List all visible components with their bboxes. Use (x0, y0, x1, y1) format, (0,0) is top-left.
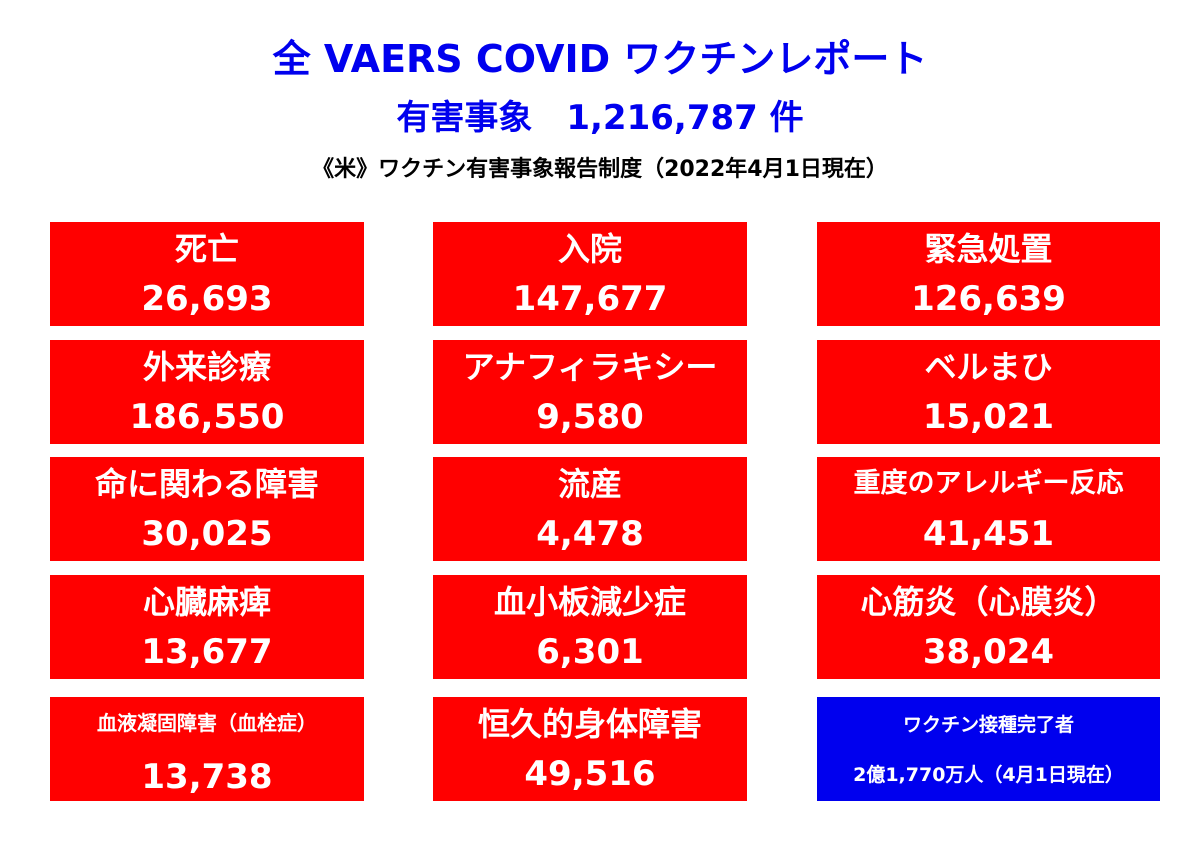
stat-value: 6,301 (536, 632, 644, 672)
stat-label: 入院 (557, 230, 622, 268)
stat-value: 41,451 (922, 514, 1055, 554)
stat-box-life-threatening: 命に関わる障害 30,025 (50, 457, 364, 561)
stat-label: 外来診療 (142, 348, 271, 386)
stat-label: 緊急処置 (924, 230, 1053, 268)
stat-box-death: 死亡 26,693 (50, 222, 364, 326)
stat-box-hospitalization: 入院 147,677 (433, 222, 747, 326)
stat-value: 126,639 (911, 279, 1066, 319)
stat-label: 心臓麻痺 (142, 583, 271, 621)
report-source-note: 《米》ワクチン有害事象報告制度（2022年4月1日現在） (312, 157, 888, 182)
stat-value: 26,693 (141, 279, 273, 319)
total-adverse-events: 有害事象 1,216,787 件 (396, 98, 804, 138)
stat-value: 186,550 (129, 397, 285, 437)
stat-box-blood-clotting: 血液凝固障害（血栓症） 13,738 (50, 697, 364, 801)
stat-box-myocarditis: 心筋炎（心膜炎） 38,024 (817, 575, 1160, 679)
stat-label: ベルまひ (924, 348, 1053, 386)
report-title: 全 VAERS COVID ワクチンレポート (272, 37, 928, 81)
stat-value: 147,677 (512, 279, 668, 319)
stat-box-heart-attack: 心臓麻痺 13,677 (50, 575, 364, 679)
stat-label: 心筋炎（心膜炎） (860, 583, 1117, 621)
stat-value: 9,580 (536, 397, 644, 437)
stat-box-urgent-care: 緊急処置 126,639 (817, 222, 1160, 326)
stat-value: 4,478 (536, 514, 644, 554)
stat-box-fully-vaccinated: ワクチン接種完了者 2億1,770万人（4月1日現在） (817, 697, 1160, 801)
stat-label: 重度のアレルギー反応 (853, 468, 1124, 499)
stat-box-bells-palsy: ベルまひ 15,021 (817, 340, 1160, 444)
stat-value: 30,025 (141, 514, 273, 554)
stat-value: 15,021 (922, 397, 1055, 437)
stat-box-outpatient: 外来診療 186,550 (50, 340, 364, 444)
stat-label: 血液凝固障害（血栓症） (97, 711, 317, 735)
stat-label: 命に関わる障害 (94, 465, 319, 503)
stat-label: 血小板減少症 (493, 583, 686, 621)
stat-value: 13,738 (141, 757, 273, 797)
stat-box-thrombocytopenia: 血小板減少症 6,301 (433, 575, 747, 679)
stat-label: 死亡 (174, 230, 239, 268)
stat-box-anaphylaxis: アナフィラキシー 9,580 (433, 340, 747, 444)
stat-value: 49,516 (524, 754, 656, 794)
stat-value: 2億1,770万人（4月1日現在） (853, 764, 1124, 786)
stat-label: アナフィラキシー (462, 348, 718, 386)
stat-box-severe-allergy: 重度のアレルギー反応 41,451 (817, 457, 1160, 561)
stat-box-permanent-disability: 恒久的身体障害 49,516 (433, 697, 747, 801)
stat-value: 13,677 (141, 632, 273, 672)
stat-box-miscarriage: 流産 4,478 (433, 457, 747, 561)
stat-label: 恒久的身体障害 (477, 705, 702, 743)
stat-value: 38,024 (922, 632, 1055, 672)
stat-label: 流産 (557, 465, 622, 503)
stat-label: ワクチン接種完了者 (902, 714, 1074, 736)
